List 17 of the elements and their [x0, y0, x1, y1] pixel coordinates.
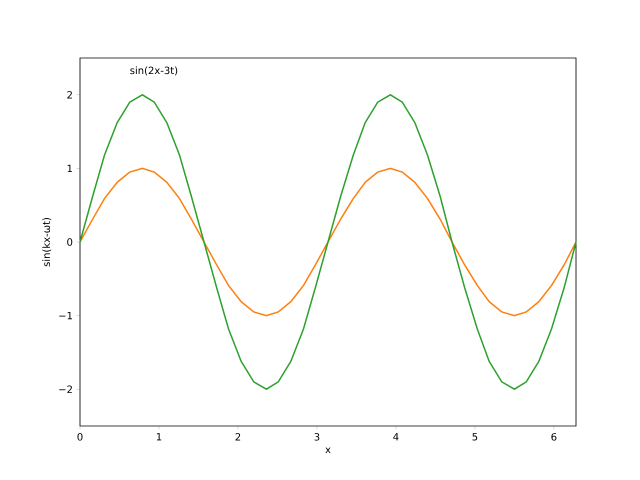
y-tick-label: 1 — [68, 164, 72, 172]
y-tick-label: −2 — [59, 385, 72, 393]
y-axis-title: sin(kx-ωt) — [42, 218, 52, 266]
x-tick-label: 3 — [314, 433, 320, 441]
x-tick-label: 2 — [236, 433, 240, 441]
y-tick-label: 2 — [67, 91, 72, 99]
annotation: sin(2x-3t) — [130, 66, 178, 76]
line-series — [79, 168, 577, 316]
y-tick-label: 0 — [67, 238, 72, 246]
line-series — [79, 94, 577, 390]
x-axis-title: x — [325, 448, 331, 454]
x-tick-label: 0 — [77, 433, 83, 441]
x-tick-label: 1 — [156, 433, 162, 440]
x-tick-label: 5 — [472, 433, 478, 440]
x-tick-label: 6 — [551, 433, 556, 441]
y-tick-label: −1 — [59, 312, 72, 320]
x-tick-label: 4 — [393, 433, 399, 440]
